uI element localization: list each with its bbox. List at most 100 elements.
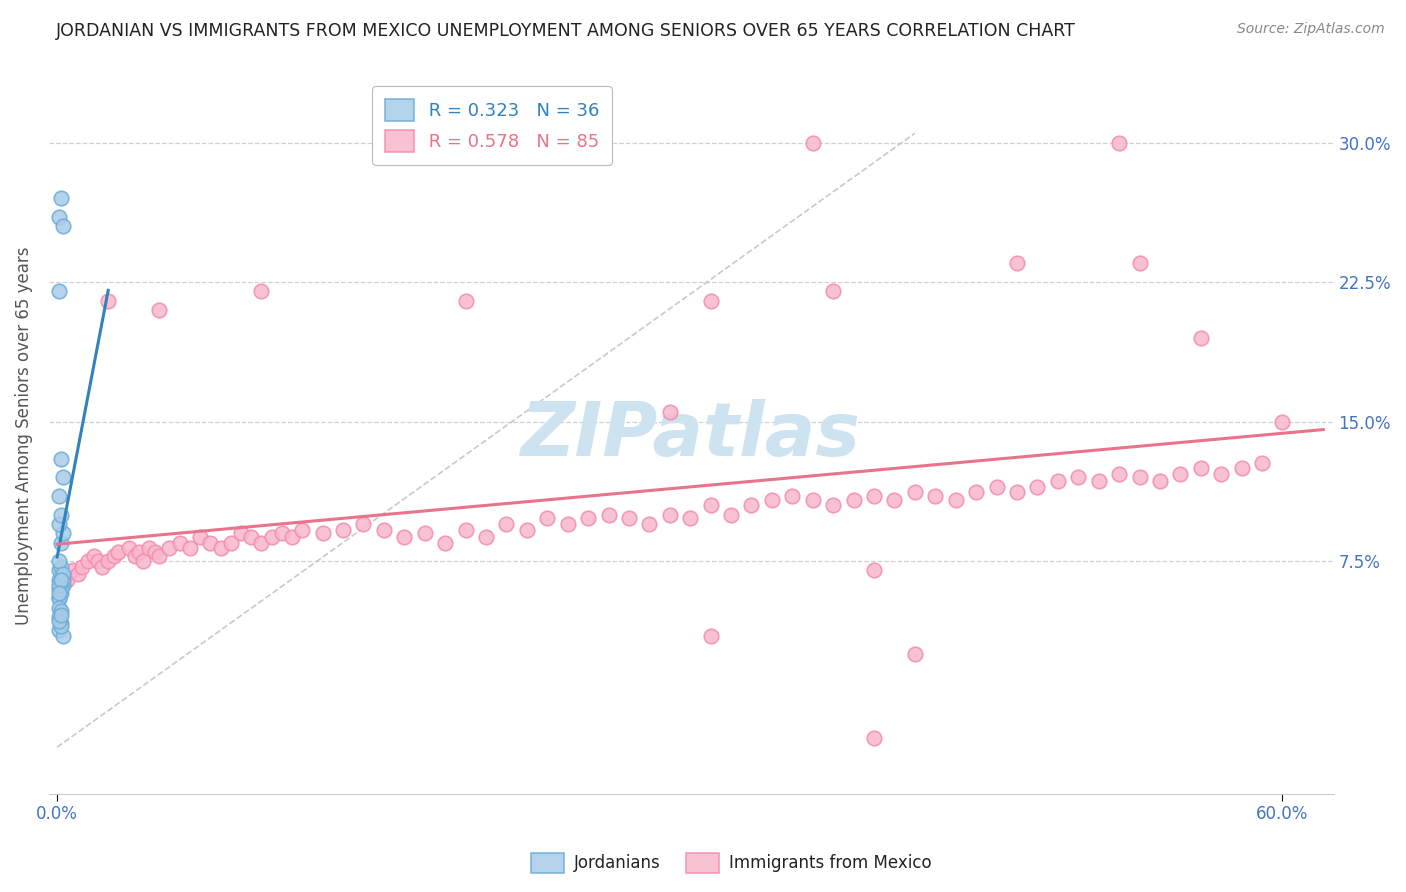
Point — [48, 600, 70, 615]
Text: JORDANIAN VS IMMIGRANTS FROM MEXICO UNEMPLOYMENT AMONG SENIORS OVER 65 YEARS COR: JORDANIAN VS IMMIGRANTS FROM MEXICO UNEM… — [56, 22, 1076, 40]
Point — [179, 541, 201, 555]
Point — [823, 285, 845, 299]
Point — [904, 647, 927, 661]
Point — [658, 405, 681, 419]
Point — [66, 567, 89, 582]
Point — [132, 554, 155, 568]
Point — [52, 567, 75, 582]
Point — [128, 545, 150, 559]
Point — [138, 541, 160, 555]
Point — [76, 554, 98, 568]
Legend:  R = 0.323   N = 36,  R = 0.578   N = 85: R = 0.323 N = 36, R = 0.578 N = 85 — [373, 87, 612, 165]
Point — [91, 559, 114, 574]
Point — [51, 615, 73, 630]
Point — [413, 526, 436, 541]
Point — [1046, 474, 1069, 488]
Point — [159, 541, 181, 555]
Point — [986, 480, 1008, 494]
Point — [740, 499, 762, 513]
Point — [1067, 470, 1090, 484]
Point — [1128, 470, 1150, 484]
Point — [250, 285, 273, 299]
Text: ZIPatlas: ZIPatlas — [522, 399, 862, 472]
Point — [51, 451, 73, 466]
Point — [1108, 467, 1130, 481]
Point — [148, 303, 170, 318]
Point — [51, 508, 73, 522]
Point — [51, 567, 73, 582]
Point — [51, 535, 73, 549]
Point — [48, 573, 70, 587]
Point — [679, 511, 702, 525]
Point — [720, 508, 742, 522]
Point — [250, 535, 273, 549]
Point — [48, 578, 70, 592]
Point — [103, 549, 125, 563]
Point — [48, 614, 70, 628]
Point — [823, 499, 845, 513]
Point — [454, 293, 477, 308]
Point — [51, 604, 73, 618]
Point — [965, 485, 987, 500]
Point — [48, 563, 70, 577]
Point — [200, 535, 222, 549]
Point — [434, 535, 457, 549]
Point — [311, 526, 333, 541]
Point — [353, 516, 375, 531]
Point — [1189, 331, 1212, 345]
Point — [169, 535, 191, 549]
Point — [863, 563, 886, 577]
Point — [48, 610, 70, 624]
Point — [617, 511, 640, 525]
Point — [658, 508, 681, 522]
Point — [51, 586, 73, 600]
Point — [281, 530, 304, 544]
Point — [52, 573, 75, 587]
Point — [1211, 467, 1233, 481]
Point — [48, 489, 70, 503]
Text: Source: ZipAtlas.com: Source: ZipAtlas.com — [1237, 22, 1385, 37]
Point — [260, 530, 283, 544]
Point — [782, 489, 804, 503]
Point — [557, 516, 579, 531]
Point — [51, 191, 73, 205]
Point — [52, 526, 75, 541]
Point — [52, 628, 75, 642]
Point — [904, 485, 927, 500]
Point — [638, 516, 661, 531]
Point — [51, 608, 73, 623]
Legend: Jordanians, Immigrants from Mexico: Jordanians, Immigrants from Mexico — [524, 847, 938, 880]
Point — [761, 492, 783, 507]
Point — [117, 541, 139, 555]
Point — [219, 535, 242, 549]
Point — [52, 578, 75, 592]
Point — [148, 549, 170, 563]
Point — [332, 523, 354, 537]
Point — [56, 573, 79, 587]
Point — [83, 549, 105, 563]
Point — [52, 219, 75, 234]
Point — [270, 526, 292, 541]
Point — [842, 492, 865, 507]
Point — [1026, 480, 1049, 494]
Point — [1005, 485, 1028, 500]
Point — [1271, 415, 1294, 429]
Point — [143, 545, 166, 559]
Point — [62, 563, 84, 577]
Point — [48, 623, 70, 637]
Point — [945, 492, 967, 507]
Point — [209, 541, 232, 555]
Point — [48, 285, 70, 299]
Point — [48, 582, 70, 596]
Point — [48, 591, 70, 606]
Point — [454, 523, 477, 537]
Point — [51, 619, 73, 633]
Point — [1087, 474, 1109, 488]
Point — [1128, 256, 1150, 270]
Point — [51, 559, 73, 574]
Point — [883, 492, 905, 507]
Point — [801, 492, 824, 507]
Point — [291, 523, 314, 537]
Point — [70, 559, 93, 574]
Point — [699, 628, 721, 642]
